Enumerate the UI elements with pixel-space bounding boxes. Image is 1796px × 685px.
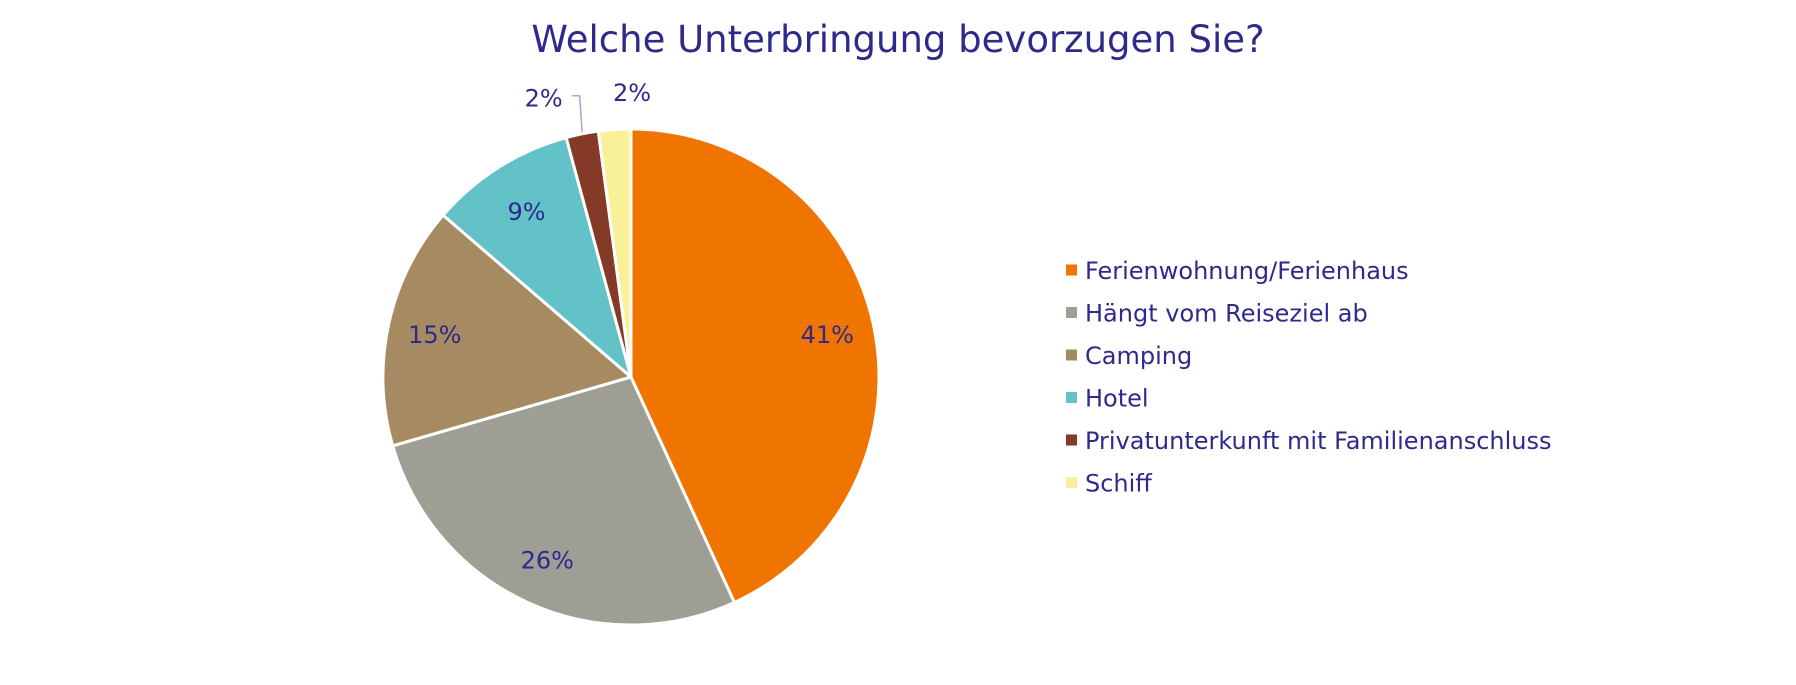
legend-item-ferienwohnung-ferienhaus: Ferienwohnung/Ferienhaus bbox=[1066, 257, 1409, 285]
legend-label-privatunterkunft-mit-familienanschluss: Privatunterkunft mit Familienanschluss bbox=[1085, 427, 1552, 455]
data-label-schiff: 2% bbox=[613, 79, 651, 107]
leader-line-privatunterkunft-mit-familienanschluss bbox=[571, 94, 583, 132]
chart-title: Welche Unterbringung bevorzugen Sie? bbox=[531, 18, 1264, 61]
slice-haengt-vom-reiseziel-ab bbox=[391, 375, 736, 627]
legend-item-haengt-vom-reiseziel-ab: Hängt vom Reiseziel ab bbox=[1066, 300, 1368, 328]
data-label-privatunterkunft-mit-familienanschluss: 2% bbox=[525, 85, 563, 113]
legend-item-camping: Camping bbox=[1066, 342, 1192, 370]
legend-item-privatunterkunft-mit-familienanschluss: Privatunterkunft mit Familienanschluss bbox=[1066, 427, 1552, 455]
legend-label-hotel: Hotel bbox=[1085, 385, 1149, 413]
legend-swatch-haengt-vom-reiseziel-ab bbox=[1066, 307, 1077, 318]
legend-label-schiff: Schiff bbox=[1085, 470, 1152, 498]
data-label-haengt-vom-reiseziel-ab: 26% bbox=[521, 547, 574, 575]
legend-label-camping: Camping bbox=[1085, 342, 1192, 370]
pie-slices bbox=[381, 127, 881, 627]
legend: Ferienwohnung/Ferienhaus Hängt vom Reisez… bbox=[1066, 257, 1552, 498]
data-label-camping: 15% bbox=[408, 321, 461, 349]
legend-item-hotel: Hotel bbox=[1066, 385, 1149, 413]
legend-swatch-schiff bbox=[1066, 477, 1077, 488]
slice-camping bbox=[381, 213, 633, 448]
legend-label-ferienwohnung-ferienhaus: Ferienwohnung/Ferienhaus bbox=[1085, 257, 1409, 285]
slice-schiff bbox=[596, 127, 633, 379]
legend-swatch-ferienwohnung-ferienhaus bbox=[1066, 264, 1077, 276]
legend-swatch-hotel bbox=[1066, 392, 1077, 403]
data-label-hotel: 9% bbox=[508, 198, 546, 226]
slice-hotel bbox=[441, 136, 633, 379]
slice-ferienwohnung-ferienhaus bbox=[629, 127, 881, 604]
legend-item-schiff: Schiff bbox=[1066, 470, 1152, 498]
data-labels: 41% 26% 15% 9% 2% 2% bbox=[408, 79, 854, 575]
legend-swatch-camping bbox=[1066, 349, 1077, 361]
data-label-ferienwohnung-ferienhaus: 41% bbox=[801, 321, 854, 349]
legend-label-haengt-vom-reiseziel-ab: Hängt vom Reiseziel ab bbox=[1085, 300, 1368, 328]
leader-lines bbox=[571, 94, 583, 132]
legend-swatch-privatunterkunft-mit-familienanschluss bbox=[1066, 434, 1077, 446]
